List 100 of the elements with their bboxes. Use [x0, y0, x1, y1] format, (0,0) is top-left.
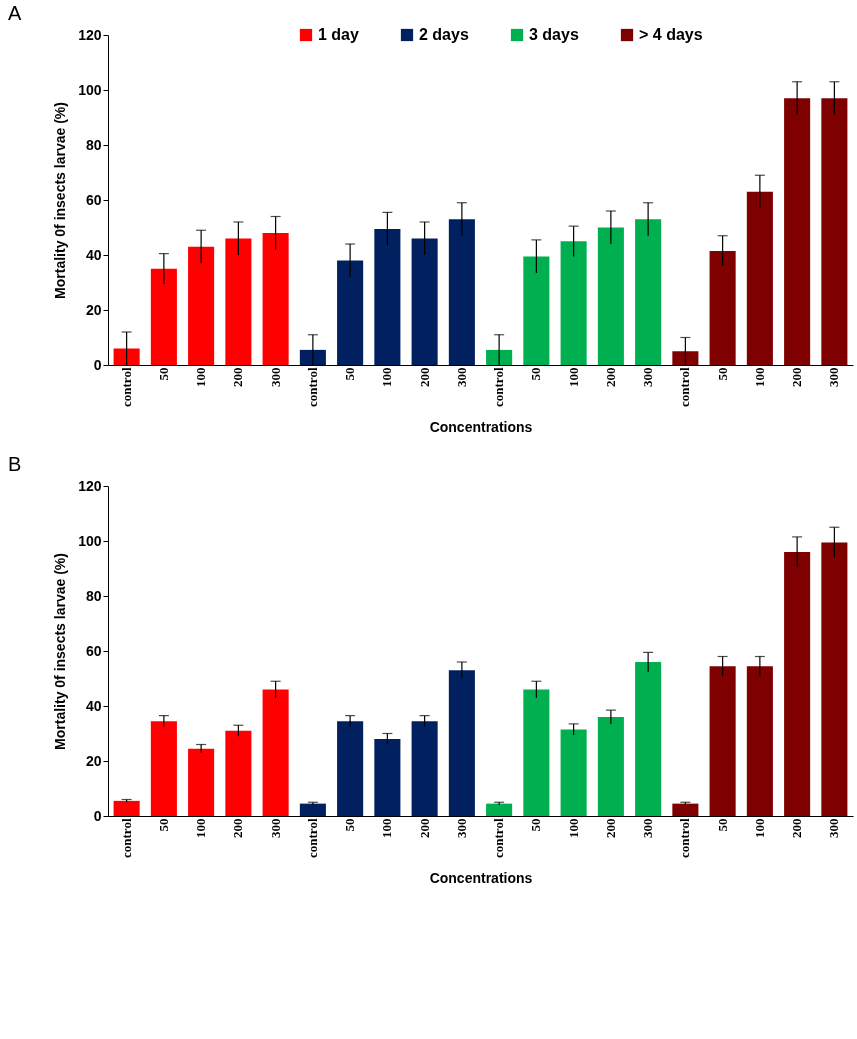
y-tick-label: 40: [85, 246, 102, 263]
x-tick-label: 100: [751, 818, 767, 838]
bar: [448, 670, 475, 816]
bar: [374, 739, 401, 816]
bar: [709, 666, 736, 816]
bar: [635, 662, 662, 816]
x-tick-label: 200: [230, 367, 246, 387]
bar: [709, 250, 736, 365]
bar: [299, 803, 326, 816]
x-tick-label: 50: [342, 818, 358, 832]
y-tick-label: 0: [93, 356, 102, 373]
x-tick-label: 200: [789, 367, 805, 387]
x-tick-label: control: [118, 367, 134, 407]
legend-label: 3 days: [529, 26, 579, 43]
bar: [411, 721, 438, 816]
x-tick-label: 100: [565, 367, 581, 387]
x-tick-label: control: [491, 818, 507, 858]
x-tick-label: control: [304, 818, 320, 858]
y-tick-label: 60: [85, 191, 102, 208]
x-tick-label: 50: [714, 367, 730, 381]
bar: [784, 552, 811, 816]
x-tick-label: 300: [267, 367, 283, 387]
bar: [560, 241, 587, 365]
y-tick-label: 0: [93, 807, 102, 824]
bar: [486, 349, 513, 365]
x-tick-label: 50: [342, 367, 358, 381]
bar: [113, 800, 140, 816]
x-tick-label: control: [677, 367, 693, 407]
x-axis-title: Concentrations: [429, 418, 533, 435]
bar: [448, 219, 475, 365]
bar: [113, 348, 140, 365]
bar: [337, 260, 364, 365]
x-tick-label: control: [118, 818, 134, 858]
y-tick-label: 100: [78, 81, 102, 98]
bar: [821, 542, 848, 816]
y-tick-label: 80: [85, 136, 102, 153]
x-tick-label: 100: [565, 818, 581, 838]
bar: [486, 803, 513, 816]
chart-title: A: [8, 2, 22, 24]
x-tick-label: control: [304, 367, 320, 407]
bar: [746, 666, 773, 816]
bar: [299, 349, 326, 365]
bar: [225, 238, 252, 365]
bar: [262, 233, 289, 365]
bar: [411, 238, 438, 365]
y-tick-label: 20: [85, 301, 102, 318]
bar: [635, 219, 662, 365]
y-tick-label: 20: [85, 752, 102, 769]
bar: [560, 729, 587, 816]
bar: [821, 98, 848, 365]
bar: [225, 730, 252, 816]
chart-title: B: [8, 453, 22, 475]
x-tick-label: 100: [193, 818, 209, 838]
y-tick-label: 120: [78, 477, 102, 494]
bar: [597, 717, 624, 816]
bar: [746, 191, 773, 365]
x-tick-label: 200: [416, 818, 432, 838]
legend-label: 2 days: [419, 26, 469, 43]
x-tick-label: 300: [453, 818, 469, 838]
x-tick-label: 100: [379, 367, 395, 387]
x-tick-label: 50: [528, 818, 544, 832]
x-tick-label: 200: [789, 818, 805, 838]
x-tick-label: 300: [267, 818, 283, 838]
y-axis-title: Mortality 0f insects larvae (%): [52, 102, 69, 299]
x-tick-label: 300: [826, 367, 842, 387]
x-tick-label: 100: [193, 367, 209, 387]
bar: [188, 246, 215, 365]
x-tick-label: 300: [640, 818, 656, 838]
y-tick-label: 100: [78, 532, 102, 549]
x-tick-label: 200: [230, 818, 246, 838]
bar: [337, 721, 364, 816]
x-tick-label: 300: [826, 818, 842, 838]
x-tick-label: 200: [416, 367, 432, 387]
x-tick-label: 50: [528, 367, 544, 381]
legend-label: 1 day: [318, 26, 360, 43]
x-tick-label: 50: [714, 818, 730, 832]
x-tick-label: 50: [155, 367, 171, 381]
legend-label: > 4 days: [639, 26, 703, 43]
y-tick-label: 120: [78, 26, 102, 43]
x-tick-label: control: [677, 818, 693, 858]
bar: [262, 689, 289, 816]
x-tick-label: 300: [453, 367, 469, 387]
y-axis-title: Mortality 0f insects larvae (%): [52, 553, 69, 750]
y-tick-label: 60: [85, 642, 102, 659]
bar: [784, 98, 811, 365]
y-tick-label: 80: [85, 587, 102, 604]
bar: [597, 227, 624, 365]
bar: [523, 256, 550, 365]
x-tick-label: 50: [155, 818, 171, 832]
x-tick-label: 100: [751, 367, 767, 387]
bar: [672, 351, 699, 365]
bar: [374, 228, 401, 365]
x-tick-label: 300: [640, 367, 656, 387]
bar: [150, 268, 177, 365]
x-tick-label: 100: [379, 818, 395, 838]
x-tick-label: 200: [602, 367, 618, 387]
bar: [672, 803, 699, 816]
x-axis-title: Concentrations: [429, 869, 533, 886]
bar: [188, 748, 215, 816]
x-tick-label: 200: [602, 818, 618, 838]
